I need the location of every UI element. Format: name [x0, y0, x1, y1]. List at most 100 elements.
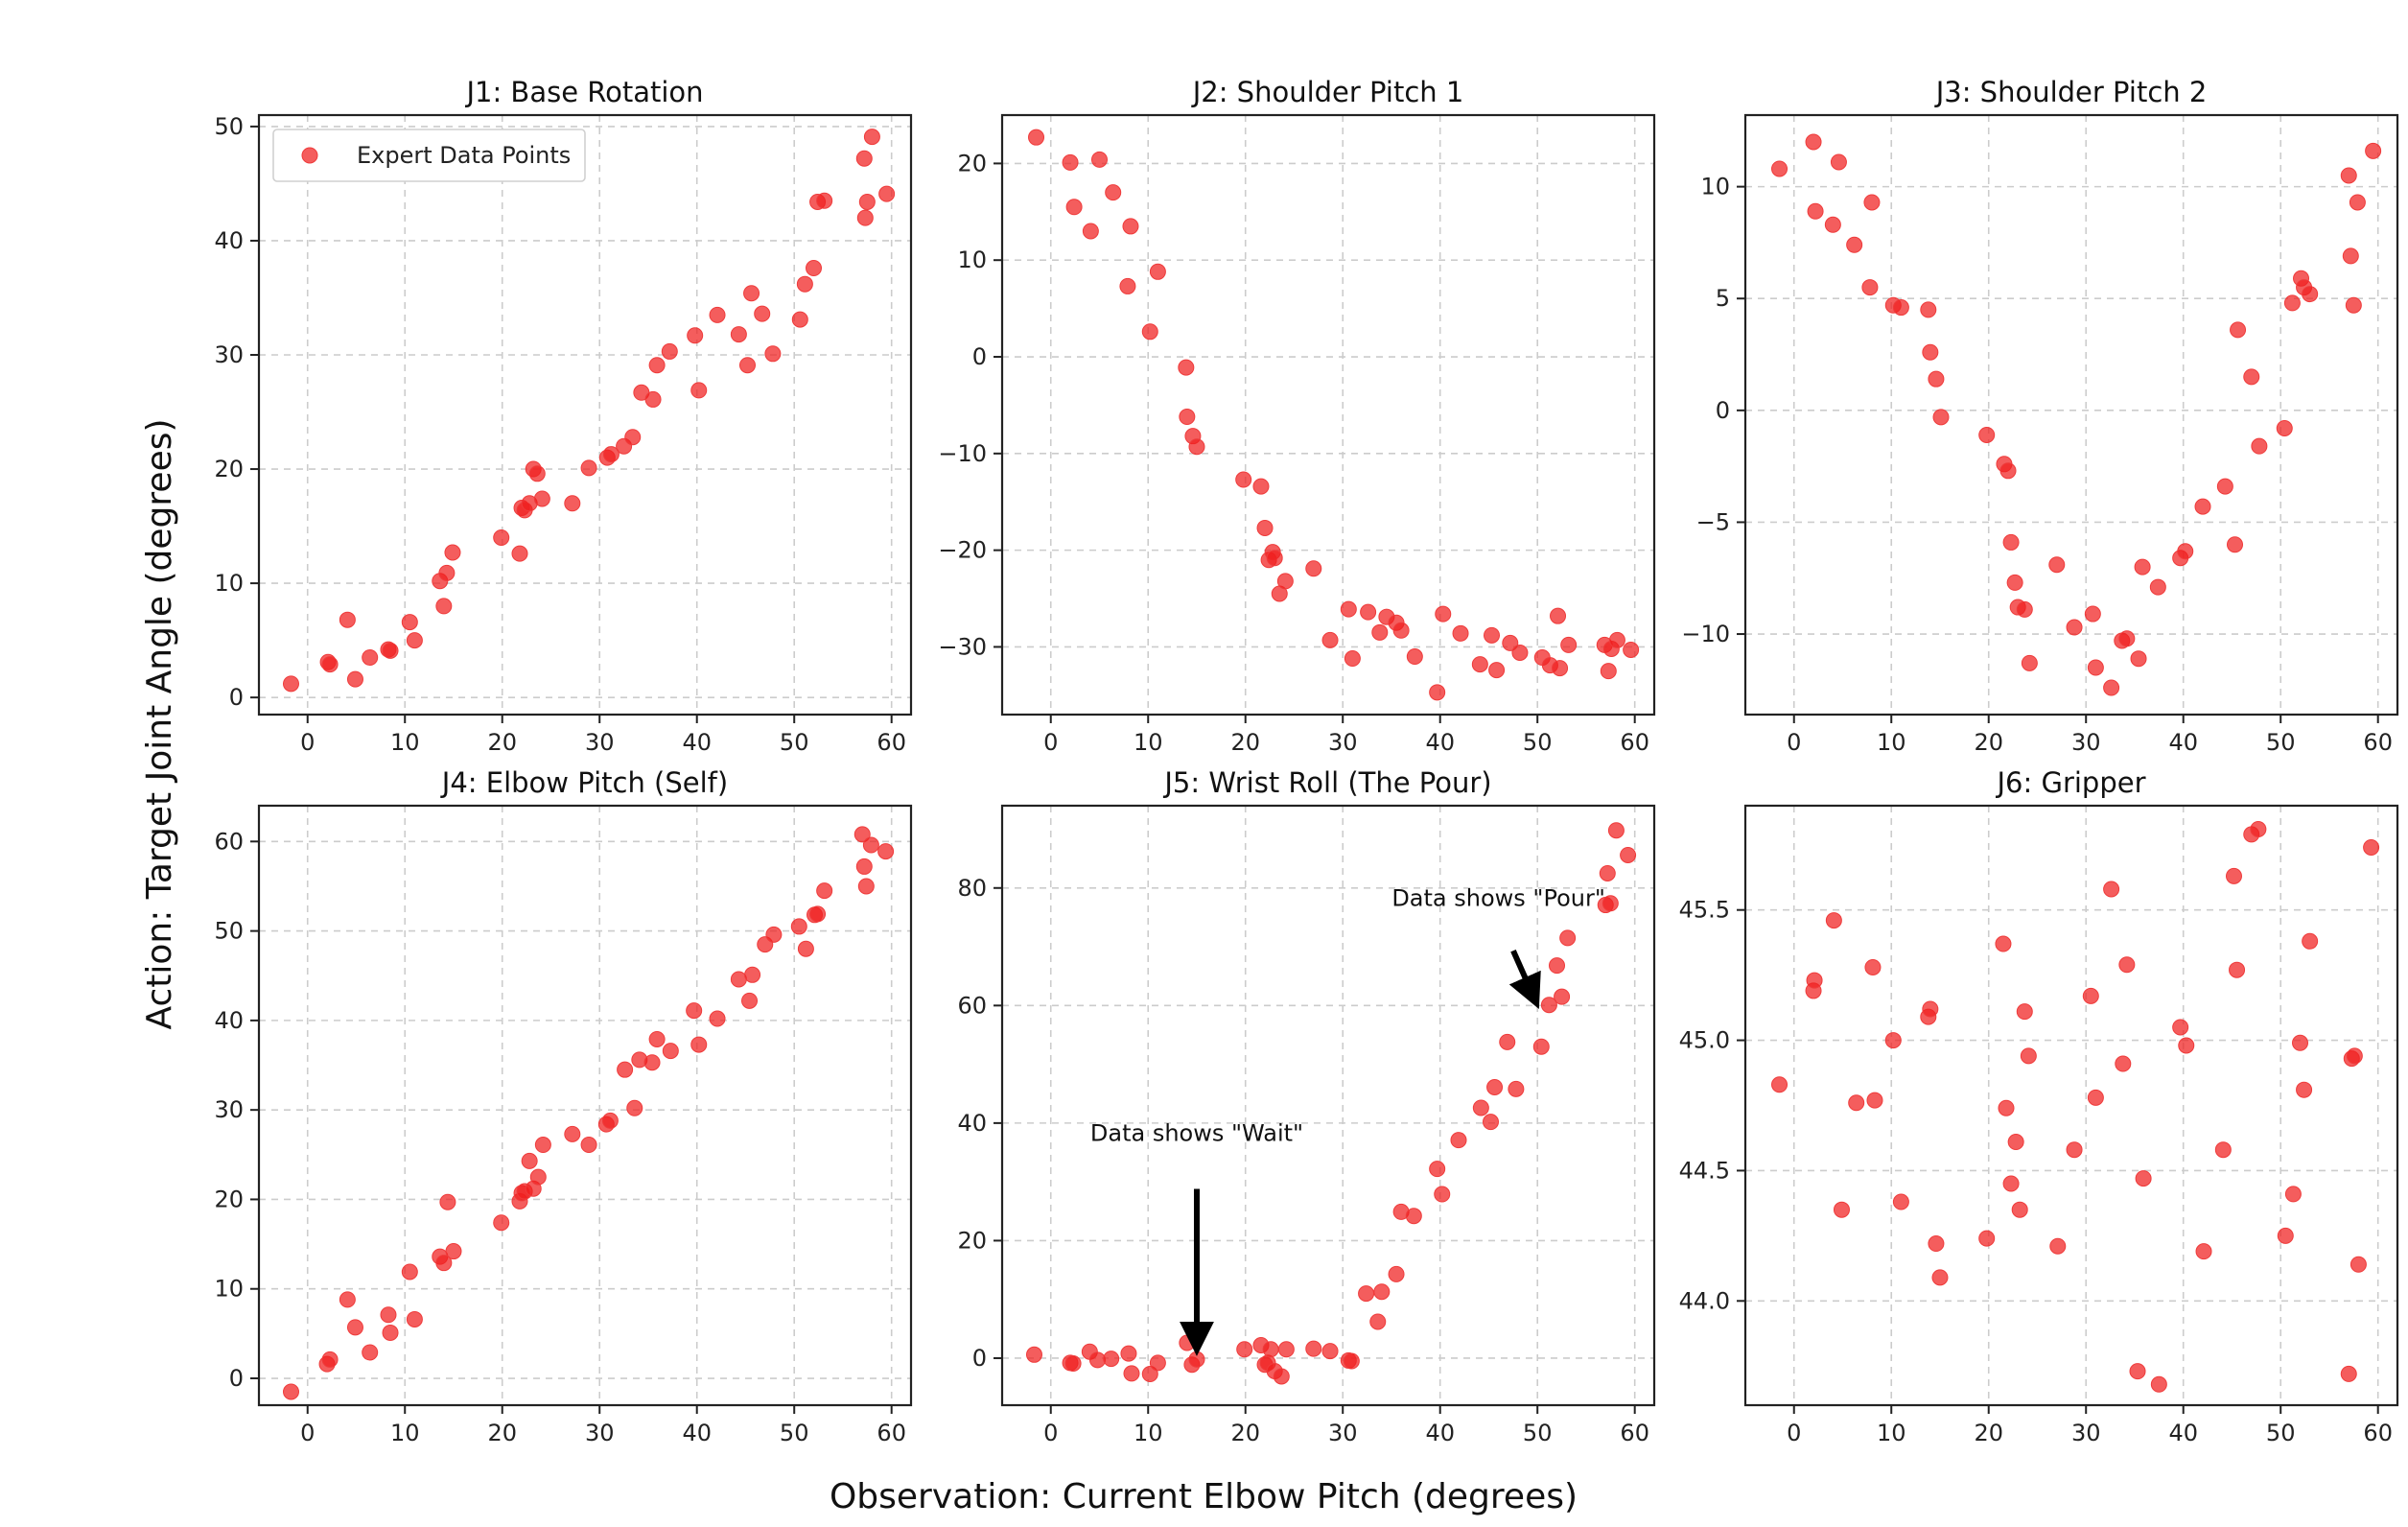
y-tick-label: 40	[957, 1110, 987, 1137]
legend-marker	[301, 147, 318, 164]
data-point	[1830, 153, 1847, 171]
data-point	[730, 326, 747, 343]
x-tick-label: 20	[487, 1420, 517, 1446]
data-point	[738, 357, 756, 374]
data-point	[1179, 409, 1196, 426]
y-tick-label: 40	[214, 227, 244, 254]
subplot-5: 0 10 20 30 40 50 60 0 20 40 60 80 J5: Wrist Roll (Th…	[957, 766, 1656, 1446]
data-point	[1472, 1099, 1489, 1116]
y-tick-label: 60	[214, 828, 244, 855]
data-point	[1866, 1092, 1883, 1109]
data-point	[2216, 478, 2233, 495]
data-point	[2292, 1034, 2309, 1051]
x-tick-label: 60	[2363, 729, 2393, 756]
data-point	[1922, 343, 1939, 361]
data-point	[2227, 536, 2244, 553]
y-tick-label: 50	[214, 113, 244, 140]
data-point	[1141, 323, 1158, 341]
y-tick-label: 45.0	[1679, 1027, 1730, 1054]
data-point	[1540, 997, 1557, 1014]
x-tick-label: 40	[1425, 729, 1455, 756]
data-point	[2135, 1170, 2152, 1187]
data-point	[282, 675, 299, 693]
x-tick-label: 60	[2363, 1420, 2393, 1446]
y-tick-label: 0	[972, 1345, 987, 1372]
y-tick-label: 30	[214, 1096, 244, 1123]
data-point	[1119, 277, 1136, 294]
data-point	[1188, 1351, 1205, 1368]
figure-xlabel: Observation: Current Elbow Pitch (degree…	[830, 1477, 1578, 1516]
data-point	[1256, 519, 1274, 536]
data-point	[1471, 656, 1488, 673]
data-point	[346, 1319, 363, 1336]
data-point	[2365, 142, 2382, 159]
x-tick-label: 0	[300, 1420, 315, 1446]
data-point	[438, 564, 456, 581]
data-point	[1236, 1341, 1253, 1358]
y-tick-label: −10	[1681, 621, 1730, 647]
data-point	[709, 306, 726, 323]
y-tick-label: 10	[214, 1276, 244, 1303]
data-point	[1511, 644, 1529, 661]
data-point	[1388, 1265, 1405, 1282]
data-point	[2230, 321, 2247, 339]
subplot-title: J6: Gripper	[1995, 766, 2145, 799]
data-point	[1405, 1208, 1422, 1225]
data-point	[744, 966, 761, 983]
data-point	[2134, 558, 2151, 576]
data-point	[2363, 838, 2380, 856]
legend-label: Expert Data Points	[357, 142, 571, 169]
data-point	[564, 1125, 581, 1142]
data-point	[1559, 929, 1577, 947]
data-point	[2283, 294, 2301, 312]
x-tick-label: 10	[1877, 729, 1906, 756]
x-tick-label: 30	[1328, 1420, 1358, 1446]
data-point	[1922, 1000, 1939, 1018]
data-point	[1608, 631, 1625, 648]
data-point	[1406, 648, 1423, 666]
y-tick-label: 20	[214, 1186, 244, 1212]
y-tick-label: 10	[214, 570, 244, 597]
data-point	[790, 918, 807, 935]
data-point	[1620, 846, 1637, 863]
data-point	[878, 185, 896, 202]
data-point	[856, 209, 874, 226]
data-point	[1502, 634, 1519, 651]
y-tick-label: 0	[229, 684, 244, 711]
data-point	[853, 826, 871, 843]
annotation-arrow	[1508, 949, 1541, 1009]
data-point	[2084, 605, 2101, 623]
data-point	[1488, 662, 1506, 679]
data-point	[1863, 194, 1881, 211]
y-tick-label: −30	[938, 633, 987, 660]
plot-frame	[257, 113, 913, 717]
data-point	[339, 611, 356, 628]
data-point	[857, 878, 875, 895]
data-point	[2178, 1037, 2195, 1054]
data-point	[1508, 1080, 1525, 1097]
data-point	[617, 1061, 634, 1078]
x-tick-label: 0	[1043, 1420, 1058, 1446]
x-tick-label: 0	[300, 729, 315, 756]
data-point	[382, 642, 399, 659]
data-point	[1120, 1345, 1137, 1362]
data-point	[2087, 659, 2104, 676]
data-point	[1771, 1076, 1788, 1093]
subplot-title: J5: Wrist Roll (The Pour)	[1162, 766, 1491, 799]
data-point	[624, 429, 642, 446]
data-point	[1978, 426, 1996, 443]
data-point	[1549, 957, 1566, 975]
data-point	[1025, 1346, 1042, 1363]
data-point	[282, 1383, 299, 1400]
subplot-3: 0 10 20 30 40 50 60 −10 −5 0 5 10 J3: Shoulder Pitch…	[1681, 76, 2399, 756]
plot-frame	[1000, 804, 1656, 1407]
data-point	[493, 1214, 510, 1232]
data-point	[1305, 1340, 1322, 1357]
data-point	[1623, 641, 1640, 658]
y-tick-label: 40	[214, 1007, 244, 1034]
data-point	[528, 465, 546, 482]
data-point	[1560, 636, 1578, 653]
x-tick-label: 30	[585, 1420, 615, 1446]
data-point	[855, 150, 873, 167]
data-point	[401, 1263, 418, 1280]
